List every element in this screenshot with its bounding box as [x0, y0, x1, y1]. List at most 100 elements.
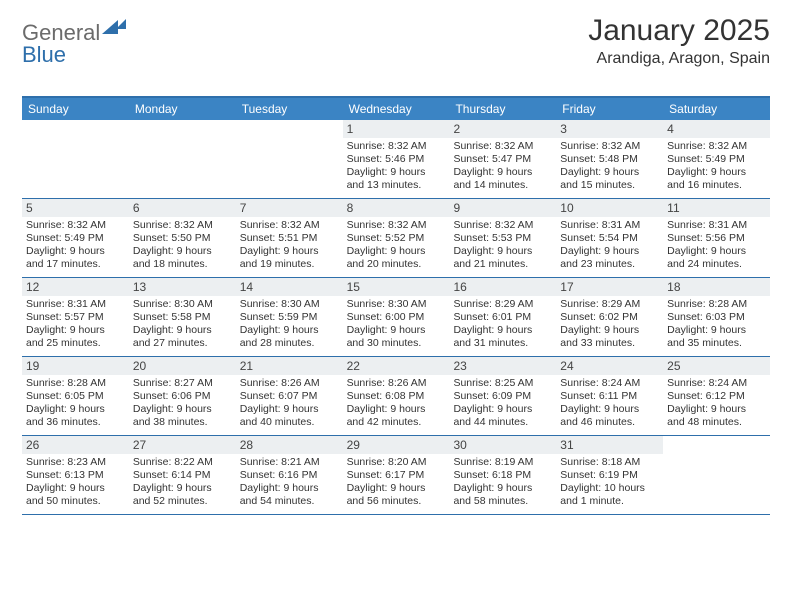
calendar-day-cell: 3 Sunrise: 8:32 AMSunset: 5:48 PMDaylight…	[556, 120, 663, 198]
weekday-header: Friday	[556, 98, 663, 120]
day-detail: Sunrise: 8:19 AMSunset: 6:18 PMDaylight:…	[453, 456, 552, 509]
day-detail: Sunrise: 8:25 AMSunset: 6:09 PMDaylight:…	[453, 377, 552, 430]
day-number: 12	[22, 278, 129, 296]
day-number: 7	[236, 199, 343, 217]
day-number: 13	[129, 278, 236, 296]
header-right: January 2025 Arandiga, Aragon, Spain	[588, 14, 770, 68]
day-detail: Sunrise: 8:32 AMSunset: 5:51 PMDaylight:…	[240, 219, 339, 272]
day-detail: Sunrise: 8:32 AMSunset: 5:49 PMDaylight:…	[667, 140, 766, 193]
calendar-day-cell: 8Sunrise: 8:32 AMSunset: 5:52 PMDaylight…	[343, 199, 450, 277]
calendar-day-cell: 14Sunrise: 8:30 AMSunset: 5:59 PMDayligh…	[236, 278, 343, 356]
day-number: 29	[343, 436, 450, 454]
day-number: 3	[556, 120, 663, 138]
day-detail: Sunrise: 8:30 AMSunset: 5:59 PMDaylight:…	[240, 298, 339, 351]
calendar-day-cell: 13Sunrise: 8:30 AMSunset: 5:58 PMDayligh…	[129, 278, 236, 356]
day-detail: Sunrise: 8:32 AMSunset: 5:50 PMDaylight:…	[133, 219, 232, 272]
calendar-week-row: 1 Sunrise: 8:32 AMSunset: 5:46 PMDaylight…	[22, 120, 770, 199]
day-number: 17	[556, 278, 663, 296]
brand-text-2: Blue	[22, 42, 66, 67]
calendar-day-cell	[236, 120, 343, 198]
weekday-header: Monday	[129, 98, 236, 120]
day-number: 19	[22, 357, 129, 375]
calendar-day-cell: 22 Sunrise: 8:26 AMSunset: 6:08 PMDayligh…	[343, 357, 450, 435]
calendar-day-cell: 6Sunrise: 8:32 AMSunset: 5:50 PMDaylight…	[129, 199, 236, 277]
brand-text-2-wrap: Blue	[22, 42, 66, 68]
calendar-day-cell	[129, 120, 236, 198]
day-number: 31	[556, 436, 663, 454]
calendar-day-cell: 25 Sunrise: 8:24 AMSunset: 6:12 PMDayligh…	[663, 357, 770, 435]
page-title: January 2025	[588, 14, 770, 48]
calendar-day-cell: 27Sunrise: 8:22 AMSunset: 6:14 PMDayligh…	[129, 436, 236, 514]
calendar-week-row: 19 Sunrise: 8:28 AMSunset: 6:05 PMDayligh…	[22, 357, 770, 436]
day-number: 26	[22, 436, 129, 454]
calendar-day-cell: 1 Sunrise: 8:32 AMSunset: 5:46 PMDaylight…	[343, 120, 450, 198]
day-detail: Sunrise: 8:31 AMSunset: 5:54 PMDaylight:…	[560, 219, 659, 272]
day-detail: Sunrise: 8:27 AMSunset: 6:06 PMDaylight:…	[133, 377, 232, 430]
day-detail: Sunrise: 8:32 AMSunset: 5:46 PMDaylight:…	[347, 140, 446, 193]
calendar-day-cell: 2 Sunrise: 8:32 AMSunset: 5:47 PMDaylight…	[449, 120, 556, 198]
calendar-day-cell: 20 Sunrise: 8:27 AMSunset: 6:06 PMDayligh…	[129, 357, 236, 435]
day-number: 10	[556, 199, 663, 217]
day-number: 9	[449, 199, 556, 217]
day-detail: Sunrise: 8:24 AMSunset: 6:12 PMDaylight:…	[667, 377, 766, 430]
day-number: 2	[449, 120, 556, 138]
calendar-week-row: 5 Sunrise: 8:32 AMSunset: 5:49 PMDaylight…	[22, 199, 770, 278]
weekday-header: Saturday	[663, 98, 770, 120]
calendar-day-cell: 29 Sunrise: 8:20 AMSunset: 6:17 PMDayligh…	[343, 436, 450, 514]
calendar-day-cell	[663, 436, 770, 514]
calendar-day-cell: 10 Sunrise: 8:31 AMSunset: 5:54 PMDayligh…	[556, 199, 663, 277]
brand-triangle-icon-small	[116, 19, 126, 29]
calendar-day-cell: 12 Sunrise: 8:31 AMSunset: 5:57 PMDayligh…	[22, 278, 129, 356]
day-number: 1	[343, 120, 450, 138]
calendar-day-cell: 31 Sunrise: 8:18 AMSunset: 6:19 PMDayligh…	[556, 436, 663, 514]
day-detail: Sunrise: 8:29 AMSunset: 6:01 PMDaylight:…	[453, 298, 552, 351]
day-detail: Sunrise: 8:18 AMSunset: 6:19 PMDaylight:…	[560, 456, 659, 509]
day-number: 30	[449, 436, 556, 454]
day-number: 22	[343, 357, 450, 375]
day-detail: Sunrise: 8:28 AMSunset: 6:03 PMDaylight:…	[667, 298, 766, 351]
day-detail: Sunrise: 8:30 AMSunset: 6:00 PMDaylight:…	[347, 298, 446, 351]
day-number: 18	[663, 278, 770, 296]
calendar-day-cell: 5 Sunrise: 8:32 AMSunset: 5:49 PMDaylight…	[22, 199, 129, 277]
day-number: 28	[236, 436, 343, 454]
day-detail: Sunrise: 8:29 AMSunset: 6:02 PMDaylight:…	[560, 298, 659, 351]
day-number: 25	[663, 357, 770, 375]
day-number: 21	[236, 357, 343, 375]
day-detail: Sunrise: 8:23 AMSunset: 6:13 PMDaylight:…	[26, 456, 125, 509]
calendar-body: 1 Sunrise: 8:32 AMSunset: 5:46 PMDaylight…	[22, 120, 770, 515]
day-detail: Sunrise: 8:32 AMSunset: 5:47 PMDaylight:…	[453, 140, 552, 193]
calendar-day-cell: 11Sunrise: 8:31 AMSunset: 5:56 PMDayligh…	[663, 199, 770, 277]
day-detail: Sunrise: 8:20 AMSunset: 6:17 PMDaylight:…	[347, 456, 446, 509]
day-detail: Sunrise: 8:26 AMSunset: 6:07 PMDaylight:…	[240, 377, 339, 430]
weekday-header: Wednesday	[343, 98, 450, 120]
calendar-day-cell: 30 Sunrise: 8:19 AMSunset: 6:18 PMDayligh…	[449, 436, 556, 514]
calendar-week-row: 26 Sunrise: 8:23 AMSunset: 6:13 PMDayligh…	[22, 436, 770, 515]
day-detail: Sunrise: 8:31 AMSunset: 5:57 PMDaylight:…	[26, 298, 125, 351]
day-detail: Sunrise: 8:26 AMSunset: 6:08 PMDaylight:…	[347, 377, 446, 430]
calendar-day-cell: 7 Sunrise: 8:32 AMSunset: 5:51 PMDaylight…	[236, 199, 343, 277]
calendar-week-row: 12 Sunrise: 8:31 AMSunset: 5:57 PMDayligh…	[22, 278, 770, 357]
calendar-day-cell: 4Sunrise: 8:32 AMSunset: 5:49 PMDaylight…	[663, 120, 770, 198]
calendar-day-cell: 24 Sunrise: 8:24 AMSunset: 6:11 PMDayligh…	[556, 357, 663, 435]
day-detail: Sunrise: 8:24 AMSunset: 6:11 PMDaylight:…	[560, 377, 659, 430]
calendar-day-cell: 26 Sunrise: 8:23 AMSunset: 6:13 PMDayligh…	[22, 436, 129, 514]
day-detail: Sunrise: 8:22 AMSunset: 6:14 PMDaylight:…	[133, 456, 232, 509]
day-detail: Sunrise: 8:32 AMSunset: 5:49 PMDaylight:…	[26, 219, 125, 272]
day-detail: Sunrise: 8:32 AMSunset: 5:48 PMDaylight:…	[560, 140, 659, 193]
day-detail: Sunrise: 8:32 AMSunset: 5:52 PMDaylight:…	[347, 219, 446, 272]
calendar-day-cell: 17 Sunrise: 8:29 AMSunset: 6:02 PMDayligh…	[556, 278, 663, 356]
weekday-header: Thursday	[449, 98, 556, 120]
day-detail: Sunrise: 8:28 AMSunset: 6:05 PMDaylight:…	[26, 377, 125, 430]
calendar-day-cell: 28Sunrise: 8:21 AMSunset: 6:16 PMDayligh…	[236, 436, 343, 514]
day-detail: Sunrise: 8:32 AMSunset: 5:53 PMDaylight:…	[453, 219, 552, 272]
day-number: 11	[663, 199, 770, 217]
day-number: 5	[22, 199, 129, 217]
location-text: Arandiga, Aragon, Spain	[588, 50, 770, 68]
calendar-day-cell: 18 Sunrise: 8:28 AMSunset: 6:03 PMDayligh…	[663, 278, 770, 356]
day-number: 24	[556, 357, 663, 375]
weekday-header-row: SundayMondayTuesdayWednesdayThursdayFrid…	[22, 98, 770, 120]
day-number: 16	[449, 278, 556, 296]
day-number: 20	[129, 357, 236, 375]
calendar-day-cell: 15Sunrise: 8:30 AMSunset: 6:00 PMDayligh…	[343, 278, 450, 356]
calendar-day-cell: 9 Sunrise: 8:32 AMSunset: 5:53 PMDaylight…	[449, 199, 556, 277]
